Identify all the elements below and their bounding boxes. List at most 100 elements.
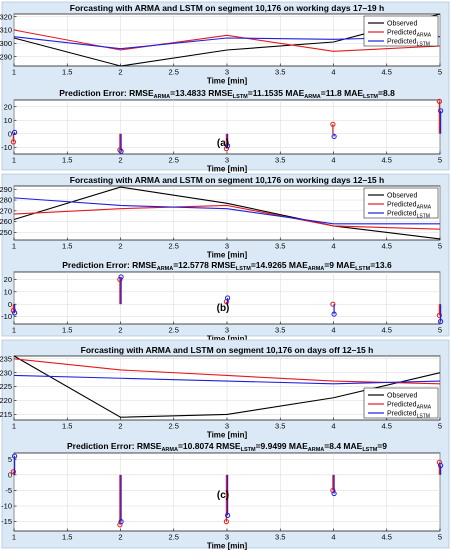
chart-title: Forcasting with ARMA and LSTM on segment…	[81, 345, 374, 355]
y-tick-label: -10	[1, 312, 12, 321]
x-tick-label: 4	[331, 242, 335, 251]
x-tick-label: 5	[438, 242, 442, 251]
x-tick-label: 1	[12, 242, 16, 251]
x-tick-label: 4	[331, 156, 335, 165]
stem-marker-lstm	[438, 108, 444, 114]
x-tick-label: 4	[331, 68, 335, 77]
legend-entry: Observed	[387, 21, 417, 28]
stem-marker-arma	[223, 519, 229, 525]
title-sub: LSTM	[355, 266, 370, 272]
x-tick-label: 4.5	[382, 326, 392, 335]
title-mae: MAE	[287, 260, 309, 270]
legend-entry-sub: ARMA	[417, 205, 432, 211]
title-prefix: Prediction Error: RMSE	[67, 441, 162, 451]
x-tick-label: 1.5	[62, 422, 72, 431]
stem-marker-lstm	[331, 133, 337, 140]
x-tick-label: 2	[118, 533, 122, 542]
legend-entry-sub: LSTM	[417, 414, 430, 420]
title-rmse-arma: =10.8074	[178, 441, 214, 451]
stem-marker-arma	[117, 276, 123, 283]
x-tick-label: 4.5	[382, 156, 392, 165]
x-tick-label: 2	[118, 156, 122, 165]
legend-entry-name: Predicted	[387, 402, 417, 409]
x-tick-label: 2	[118, 422, 122, 431]
stem-marker-arma	[330, 121, 336, 127]
x-tick-label: 3	[225, 68, 229, 77]
legend-entry-name: Observed	[387, 193, 417, 200]
title-mae-arma: =11.8	[321, 88, 342, 98]
x-axis-label: Time [min]	[207, 251, 248, 260]
x-tick-label: 2.5	[169, 242, 179, 251]
y-tick-label: 220	[0, 396, 12, 405]
stem-marker-arma	[10, 469, 16, 475]
x-tick-label: 5	[438, 156, 442, 165]
stem-marker-lstm	[331, 490, 337, 497]
x-tick-label: 4.5	[382, 533, 392, 542]
stem-marker-lstm	[12, 453, 18, 459]
x-tick-label: 4.5	[382, 68, 392, 77]
legend-entry-name: Predicted	[387, 211, 417, 218]
x-tick-label: 3	[225, 533, 229, 542]
title-rmse-arma: =13.4833	[170, 88, 206, 98]
legend-entry: PredictedLSTM	[387, 211, 430, 220]
x-tick-label: 3.5	[275, 156, 285, 165]
title-mae: MAE	[341, 441, 363, 451]
x-tick-label: 5	[438, 68, 442, 77]
y-tick-label: 0	[8, 470, 12, 479]
title-sub: ARMA	[308, 447, 325, 453]
stem-marker-arma	[117, 522, 123, 528]
legend-entry: PredictedARMA	[387, 202, 432, 211]
chart-title: Forcasting with ARMA and LSTM on segment…	[70, 175, 384, 185]
x-tick-label: 2.5	[169, 533, 179, 542]
error-title: Prediction Error: RMSEARMA=12.5778 RMSE L…	[62, 260, 392, 272]
stem-marker-arma	[117, 147, 123, 153]
title-rmse: RMSE	[209, 260, 236, 270]
legend-entry-sub: LSTM	[417, 42, 430, 48]
stem-marker-arma	[330, 301, 336, 307]
title-rmse-arma: =12.5778	[173, 260, 209, 270]
x-tick-label: 1	[12, 156, 16, 165]
title-sub: LSTM	[362, 447, 377, 453]
stem-marker-arma	[10, 139, 16, 145]
x-tick-label: 2	[118, 326, 122, 335]
title-rmse: RMSE	[206, 88, 233, 98]
stem-marker-lstm	[12, 129, 18, 135]
series-line-arma	[13, 204, 441, 230]
panel-letter: (a)	[217, 138, 229, 149]
y-tick-label: 310	[0, 26, 12, 35]
x-tick-label: 1.5	[62, 68, 72, 77]
stem-marker-lstm	[331, 311, 337, 317]
x-axis-label: Time [min]	[207, 431, 248, 440]
y-tick-label: 235	[0, 354, 12, 363]
x-tick-label: 1	[12, 533, 16, 542]
legend-entry-name: Predicted	[387, 202, 417, 209]
x-tick-label: 3.5	[275, 422, 285, 431]
chart-title: Forcasting with ARMA and LSTM on segment…	[70, 3, 384, 13]
x-tick-label: 3	[225, 326, 229, 335]
x-tick-label: 4	[331, 422, 335, 431]
stem-marker-arma	[223, 146, 229, 152]
y-tick-label: 250	[0, 228, 12, 237]
x-tick-label: 4	[331, 533, 335, 542]
stem-marker-lstm	[12, 310, 18, 316]
title-sub: ARMA	[157, 266, 174, 272]
stem-marker-lstm	[118, 519, 124, 525]
legend-entry-sub: LSTM	[417, 214, 430, 220]
legend-entry: PredictedARMA	[387, 30, 432, 39]
x-tick-label: 4.5	[382, 242, 392, 251]
title-prefix: Prediction Error: RMSE	[62, 260, 157, 270]
x-axis-label: Time [min]	[207, 542, 248, 550]
x-tick-label: 3	[225, 242, 229, 251]
x-tick-label: 2.5	[169, 68, 179, 77]
title-mae-arma: =9	[324, 260, 334, 270]
x-tick-label: 1	[12, 68, 16, 77]
y-tick-label: -10	[1, 502, 12, 511]
y-tick-label: 300	[0, 39, 12, 48]
title-mae-lstm: =13.6	[370, 260, 392, 270]
y-tick-label: 0	[8, 129, 12, 138]
stem-marker-lstm	[438, 318, 444, 325]
y-tick-label: 10	[4, 287, 12, 296]
